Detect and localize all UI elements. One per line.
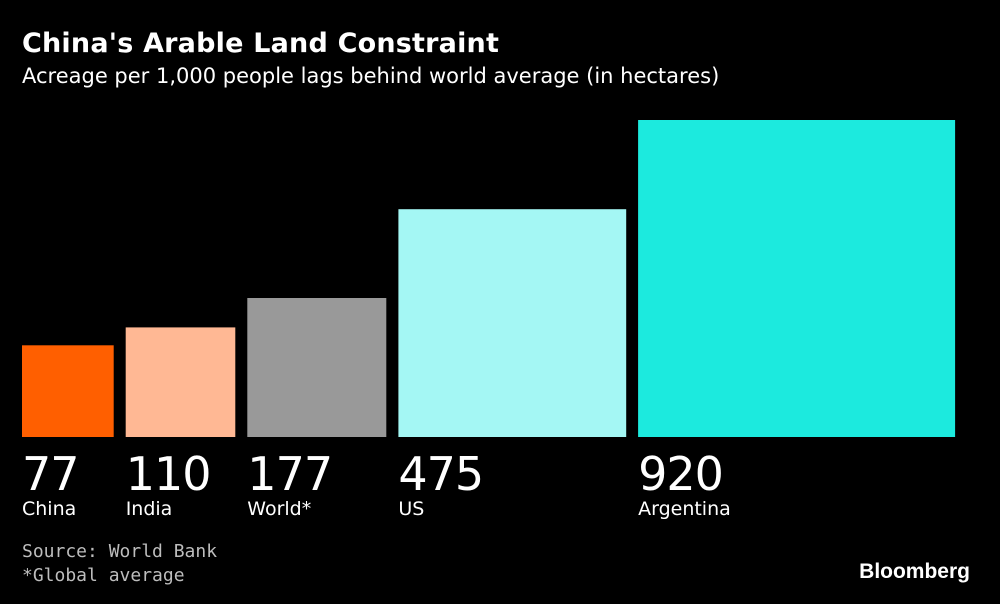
- bars-group: [22, 120, 956, 437]
- value-label-india: 110: [126, 447, 211, 501]
- category-labels-group: China India World* US Argentina: [22, 498, 731, 520]
- value-label-world: 177: [247, 447, 332, 501]
- value-label-china: 77: [22, 447, 79, 501]
- source-note: Source: World Bank: [22, 541, 218, 562]
- category-label-argentina: Argentina: [638, 498, 731, 520]
- footnote: *Global average: [22, 565, 185, 586]
- bar-us: [398, 209, 627, 437]
- bar-argentina: [638, 120, 956, 437]
- bar-india: [125, 327, 236, 437]
- bloomberg-logo: Bloomberg: [859, 560, 970, 583]
- category-label-india: India: [126, 498, 173, 520]
- chart-subtitle: Acreage per 1,000 people lags behind wor…: [22, 64, 720, 88]
- category-label-us: US: [398, 498, 424, 520]
- value-labels-group: 77 110 177 475 920: [22, 447, 724, 501]
- value-label-us: 475: [398, 447, 483, 501]
- bar-world: [247, 298, 387, 437]
- category-label-china: China: [22, 498, 76, 520]
- bar-china: [22, 345, 114, 437]
- value-label-argentina: 920: [638, 447, 723, 501]
- chart-title: China's Arable Land Constraint: [22, 28, 500, 59]
- category-label-world: World*: [247, 498, 311, 520]
